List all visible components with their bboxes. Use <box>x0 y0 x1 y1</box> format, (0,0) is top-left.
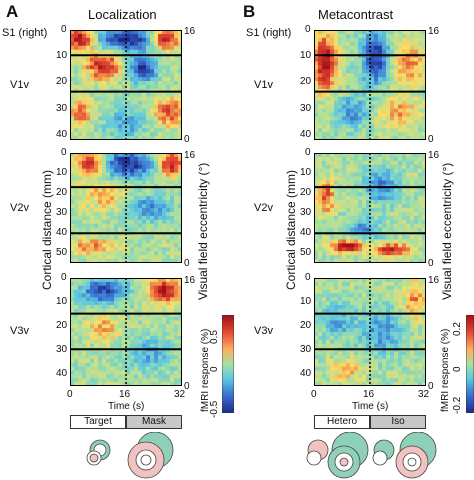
heatmap-v1-b <box>314 30 426 140</box>
y-tick-label: 30 <box>300 344 312 355</box>
y-tick-label: 30 <box>300 207 312 218</box>
colorbar-a-label: fMRI response (%) <box>200 328 211 412</box>
y-tick-label: 20 <box>56 320 68 331</box>
y-tick-label: 50 <box>300 247 312 258</box>
heatmap-v2-a <box>70 153 182 263</box>
x-axis-label-a: Time (s) <box>108 401 145 412</box>
heatmap-v2-b <box>314 153 426 263</box>
y-tick-label: 30 <box>56 344 68 355</box>
ecc-tick-v1-bottom-a: 0 <box>184 134 190 145</box>
x-tick-0-b: 0 <box>311 389 317 400</box>
x-tick-16-a: 16 <box>119 389 131 400</box>
ecc-tick-v1-top-b: 16 <box>428 26 440 37</box>
y-tick-label: 10 <box>300 167 312 178</box>
y-tick-label: 20 <box>56 76 68 88</box>
ecc-tick-v2-bottom-a: 0 <box>184 258 190 269</box>
x-tick-0-a: 0 <box>67 389 73 400</box>
area-label-v3v-a: V3v <box>10 325 29 337</box>
y-tick-label: 30 <box>56 207 68 218</box>
y-tick-label: 30 <box>56 102 68 114</box>
area-label-v1v-b: V1v <box>254 79 273 91</box>
ecc-tick-v3-top-b: 16 <box>428 275 440 286</box>
y-tick-label: 40 <box>56 368 68 379</box>
y-tick-label: 0 <box>305 24 311 35</box>
y-tick-label: 0 <box>305 272 311 283</box>
stimulus-mask-inner-icon <box>140 454 152 466</box>
y-tick-label: 0 <box>61 24 67 35</box>
y-axis-label-b: Cortical distance (mm) <box>284 169 298 290</box>
stimulus-icons-a <box>86 432 174 479</box>
y-tick-label: 0 <box>305 147 311 158</box>
y-axis-label-a: Cortical distance (mm) <box>40 169 54 290</box>
condition-iso-box: Iso <box>370 415 426 429</box>
panel-a-title: Localization <box>88 7 157 22</box>
ecc-tick-v2-top-a: 16 <box>184 150 196 161</box>
y-tick-label: 40 <box>56 128 68 140</box>
ecc-tick-v2-bottom-b: 0 <box>428 258 434 269</box>
x-tick-32-b: 32 <box>418 389 430 400</box>
y-tick-label: 20 <box>300 76 312 88</box>
area-label-v3v-b: V3v <box>254 325 273 337</box>
colorbar-b-tick-top: 0.2 <box>452 322 463 336</box>
ecc-tick-v3-bottom-b: 0 <box>428 381 434 392</box>
y-tick-label: 30 <box>300 102 312 114</box>
y-tick-label: 40 <box>56 227 68 238</box>
y-tick-label: 10 <box>56 296 68 307</box>
heatmap-v3-a <box>70 278 182 386</box>
heatmap-v3-b <box>314 278 426 386</box>
ecc-tick-v1-top-a: 16 <box>184 26 196 37</box>
colorbar-a <box>222 315 234 413</box>
colorbar-b <box>466 315 474 413</box>
y-tick-label: 50 <box>56 247 68 258</box>
y-tick-label: 20 <box>300 187 312 198</box>
area-label-v2v-a: V2v <box>10 202 29 214</box>
ecc-tick-v3-bottom-a: 0 <box>184 381 190 392</box>
y-tick-label: 40 <box>300 368 312 379</box>
area-label-s1-b: S1 (right) <box>246 27 292 39</box>
y-tick-label: 10 <box>56 50 68 62</box>
panel-b-title: Metacontrast <box>318 7 394 22</box>
panel-a-letter: A <box>6 2 19 21</box>
colorbar-b-tick-bottom: -0.2 <box>452 396 463 414</box>
ecc-tick-v2-top-b: 16 <box>428 150 440 161</box>
x-tick-32-a: 32 <box>174 389 186 400</box>
area-label-v2v-b: V2v <box>254 202 273 214</box>
y-tick-label: 40 <box>300 128 312 140</box>
y-tick-label: 10 <box>56 167 68 178</box>
eccentricity-label-a: Visual field eccentricity (°) <box>196 162 210 300</box>
y-tick-label: 0 <box>61 272 67 283</box>
condition-mask-box: Mask <box>126 415 182 429</box>
y-tick-label: 40 <box>300 227 312 238</box>
colorbar-b-label: fMRI response (%) <box>440 328 451 412</box>
y-tick-label: 10 <box>300 296 312 307</box>
ecc-tick-v3-top-a: 16 <box>184 275 196 286</box>
y-tick-label: 20 <box>300 320 312 331</box>
heatmap-v1-a <box>70 30 182 140</box>
eccentricity-label-b: Visual field eccentricity (°) <box>440 162 454 300</box>
x-tick-16-b: 16 <box>363 389 375 400</box>
ecc-tick-v1-bottom-b: 0 <box>428 134 434 145</box>
x-axis-label-b: Time (s) <box>352 401 389 412</box>
condition-hetero-box: Hetero <box>314 415 370 429</box>
y-tick-label: 20 <box>56 187 68 198</box>
y-tick-label: 10 <box>300 50 312 62</box>
panel-b-letter: B <box>243 2 256 21</box>
area-label-v1v-a: V1v <box>10 79 29 91</box>
y-tick-label: 0 <box>61 147 67 158</box>
stimulus-icons-b <box>306 432 437 479</box>
condition-target-box: Target <box>70 415 126 429</box>
area-label-s1-a: S1 (right) <box>2 27 48 39</box>
colorbar-b-tick-mid: 0 <box>452 366 463 372</box>
